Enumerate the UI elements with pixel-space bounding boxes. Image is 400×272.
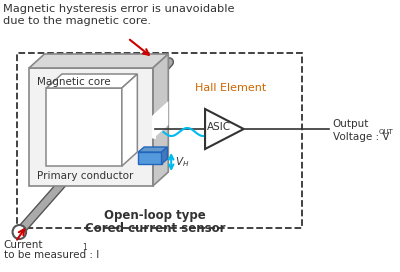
- Text: OUT: OUT: [378, 129, 393, 135]
- Text: Magnetic core: Magnetic core: [37, 77, 110, 87]
- Bar: [152, 115, 156, 139]
- Text: due to the magnetic core.: due to the magnetic core.: [3, 16, 151, 26]
- Polygon shape: [29, 54, 168, 68]
- Text: ASIC: ASIC: [206, 122, 231, 132]
- Text: Primary conductor: Primary conductor: [37, 171, 133, 181]
- Text: 1: 1: [82, 243, 87, 252]
- Text: Current: Current: [4, 240, 43, 250]
- Text: Voltage : V: Voltage : V: [333, 132, 389, 142]
- Polygon shape: [205, 109, 244, 149]
- Bar: [46, 88, 122, 166]
- Polygon shape: [122, 74, 137, 166]
- Text: Output: Output: [333, 119, 369, 129]
- Polygon shape: [153, 54, 168, 186]
- Text: to be measured : I: to be measured : I: [4, 250, 99, 260]
- Polygon shape: [138, 147, 167, 152]
- Text: Hall Element: Hall Element: [195, 83, 267, 93]
- Bar: [29, 68, 153, 186]
- Text: Cored current sensor: Cored current sensor: [84, 221, 225, 234]
- Text: Magnetic hysteresis error is unavoidable: Magnetic hysteresis error is unavoidable: [3, 4, 234, 14]
- Polygon shape: [46, 74, 137, 88]
- Text: Open-loop type: Open-loop type: [104, 209, 206, 222]
- Text: $V_H$: $V_H$: [175, 155, 190, 169]
- Polygon shape: [162, 147, 167, 164]
- Polygon shape: [153, 101, 168, 139]
- Bar: [138, 152, 162, 164]
- Bar: [18, 53, 302, 228]
- Circle shape: [12, 225, 26, 239]
